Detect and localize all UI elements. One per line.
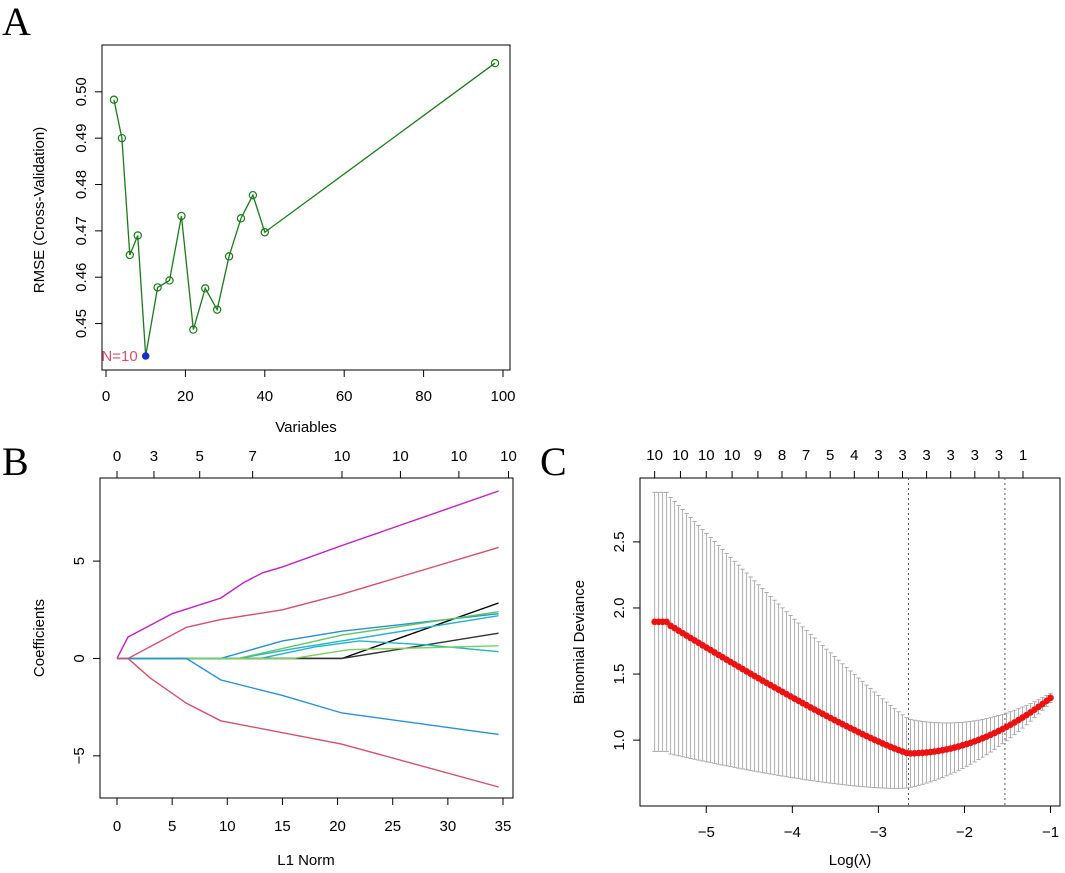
top-tick-label: 1 <box>1019 447 1027 464</box>
top-tick-label: 10 <box>500 448 517 465</box>
rmse-point <box>260 228 269 237</box>
top-tick-label: 3 <box>947 447 955 464</box>
x-tick-label: −3 <box>870 824 887 841</box>
x-tick-label: −1 <box>1042 824 1059 841</box>
x-tick-label: −5 <box>698 824 715 841</box>
x-tick-label: 20 <box>329 818 346 835</box>
top-tick-label: 10 <box>451 448 468 465</box>
top-tick-label: 8 <box>778 447 786 464</box>
rmse-point <box>165 276 174 285</box>
panel-label-c: C <box>540 439 567 484</box>
x-tick-label: −2 <box>956 824 973 841</box>
rmse-point <box>125 250 135 260</box>
rmse-point <box>177 211 186 221</box>
deviance-point <box>1047 694 1054 702</box>
top-tick-label: 0 <box>113 448 121 465</box>
rmse-point <box>490 58 500 68</box>
y-tick-label: −5 <box>71 747 88 764</box>
rmse-point <box>248 190 258 200</box>
x-tick-label: 5 <box>168 818 176 835</box>
x-tick-label: 100 <box>490 388 515 405</box>
top-tick-label: 9 <box>754 447 762 464</box>
x-tick-label: 0 <box>113 818 121 835</box>
top-tick-label: 3 <box>995 447 1003 464</box>
plot-frame <box>99 477 514 799</box>
x-tick-label: 40 <box>256 388 273 405</box>
top-tick-label: 7 <box>802 447 810 464</box>
x-tick-label: 15 <box>274 818 291 835</box>
rmse-point <box>236 214 246 223</box>
rmse-min-label: N=10 <box>101 348 137 365</box>
x-axis-label: Variables <box>275 419 336 436</box>
x-axis-label: L1 Norm <box>277 852 335 869</box>
y-tick-label: 0.46 <box>73 263 90 292</box>
x-tick-label: −4 <box>784 824 801 841</box>
panel-label-a: A <box>2 0 31 44</box>
rmse-point <box>201 284 210 293</box>
y-tick-label: 1.5 <box>611 664 628 685</box>
top-tick-label: 7 <box>248 448 256 465</box>
y-axis-label: Binomial Deviance <box>571 580 588 704</box>
x-tick-label: 30 <box>440 818 457 835</box>
top-tick-label: 5 <box>196 448 204 465</box>
rmse-line <box>113 62 496 357</box>
y-tick-label: 0 <box>71 654 88 662</box>
coef-line-blue-down <box>117 657 499 736</box>
coef-line-pink-down <box>117 657 499 788</box>
rmse-point <box>212 305 222 314</box>
plot-frame <box>101 44 511 371</box>
top-tick-label: 3 <box>150 448 158 465</box>
panel-label-b: B <box>2 439 29 484</box>
top-tick-label: 4 <box>850 447 858 464</box>
top-tick-label: 3 <box>922 447 930 464</box>
x-tick-label: 60 <box>336 388 353 405</box>
x-tick-label: 20 <box>177 388 194 405</box>
y-tick-label: 2.5 <box>611 531 628 552</box>
top-tick-label: 10 <box>698 447 715 464</box>
y-tick-label: 0.50 <box>73 77 90 106</box>
y-axis-label: RMSE (Cross-Validation) <box>31 127 48 293</box>
y-tick-label: 2.0 <box>611 598 628 619</box>
x-axis-label: Log(λ) <box>829 852 872 869</box>
y-tick-label: 0.48 <box>73 170 90 199</box>
y-tick-label: 0.47 <box>73 216 90 245</box>
y-tick-label: 1.0 <box>611 730 628 751</box>
top-tick-label: 10 <box>392 448 409 465</box>
top-tick-label: 3 <box>874 447 882 464</box>
top-tick-label: 3 <box>971 447 979 464</box>
coef-line-green-low <box>117 645 499 660</box>
top-tick-label: 10 <box>724 447 741 464</box>
x-tick-label: 80 <box>415 388 432 405</box>
rmse-point <box>133 231 142 240</box>
top-tick-label: 10 <box>334 448 351 465</box>
y-tick-label: 0.45 <box>73 309 90 338</box>
rmse-point <box>117 133 127 143</box>
rmse-point <box>189 325 198 334</box>
x-tick-label: 10 <box>219 818 236 835</box>
rmse-min-point <box>141 352 150 360</box>
rmse-point <box>224 252 234 261</box>
y-tick-label: 0.49 <box>73 124 90 153</box>
rmse-point <box>153 283 162 292</box>
y-axis-label: Coefficients <box>31 599 48 677</box>
x-tick-label: 35 <box>495 818 512 835</box>
top-tick-label: 10 <box>646 447 663 464</box>
x-tick-label: 25 <box>384 818 401 835</box>
rmse-point <box>109 95 119 104</box>
top-tick-label: 5 <box>826 447 834 464</box>
x-tick-label: 0 <box>102 388 110 405</box>
top-tick-label: 10 <box>672 447 689 464</box>
top-tick-label: 3 <box>898 447 906 464</box>
coef-line-magenta <box>116 490 499 659</box>
y-tick-label: 5 <box>71 557 88 565</box>
plot-frame <box>639 477 1061 807</box>
